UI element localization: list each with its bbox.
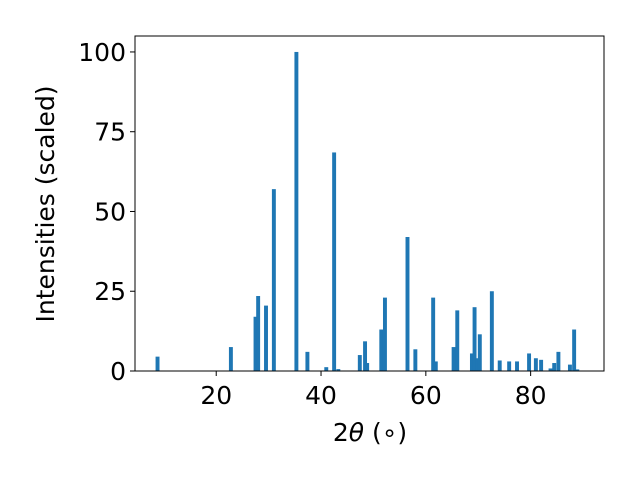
bar-30 [527,353,532,371]
y-tick-label: 100 [78,38,126,67]
y-tick-label: 50 [94,197,126,226]
bar-5 [271,189,276,371]
x-axis-title: 2θ (∘) [333,418,407,447]
bar-32 [539,359,544,371]
bar-13 [365,363,370,371]
bar-25 [477,334,482,371]
bar-14 [379,329,384,371]
bar-8 [324,367,329,371]
bar-23 [472,307,477,371]
bar-7 [305,351,310,371]
bar-15 [382,297,387,371]
bar-21 [455,310,460,371]
bar-31 [533,358,538,371]
bar-26 [489,291,494,371]
bar-11 [357,355,362,371]
y-axis-ticks: 0 25 50 75 100 [78,38,135,386]
bars-group [155,51,580,371]
bar-20 [451,347,456,371]
bar-4 [264,305,268,371]
y-axis-title: Intensities (scaled) [31,85,60,322]
bar-17 [413,349,418,371]
bar-18 [431,297,436,371]
bar-38 [575,369,580,371]
bar-29 [515,361,519,371]
x-tick-label: 20 [200,381,232,410]
x-tick-label: 60 [410,381,442,410]
bar-6 [294,51,299,371]
bar-1 [228,347,233,371]
bar-12 [363,341,368,371]
bar-33 [548,368,553,371]
bar-0 [155,356,160,371]
bar-3 [256,296,261,371]
bar-2 [253,316,258,371]
bar-34 [552,363,557,371]
x-tick-label: 40 [305,381,337,410]
y-tick-label: 75 [94,118,126,147]
x-axis-title-suffix: (∘) [364,418,407,447]
x-axis-title-symbol: θ [349,418,364,447]
bar-19 [433,361,438,371]
bar-9 [332,152,337,371]
bar-27 [497,360,502,371]
x-tick-label: 80 [515,381,547,410]
plot-frame [134,35,605,372]
bar-37 [572,329,577,371]
bar-35 [556,351,561,371]
bar-24 [475,358,480,371]
bar-16 [405,237,410,371]
bar-10 [336,369,341,371]
y-tick-label: 25 [94,277,126,306]
x-axis-title-prefix: 2 [333,418,349,447]
bar-36 [567,364,572,371]
bar-28 [507,361,512,371]
y-tick-label: 0 [110,357,126,386]
x-axis-ticks: 20 40 60 80 [200,371,547,410]
bar-22 [469,353,474,371]
